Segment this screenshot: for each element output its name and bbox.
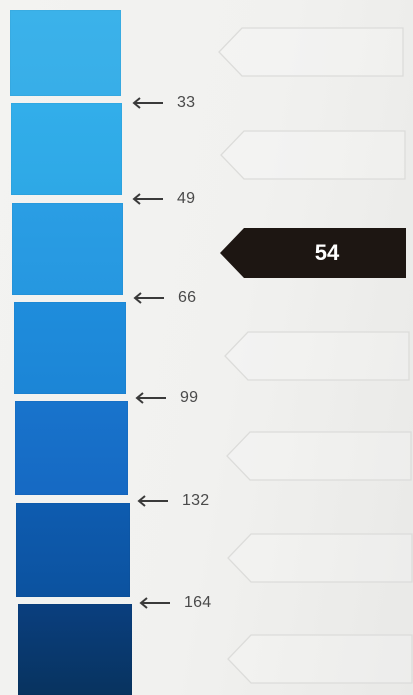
answer-slot-4[interactable]	[224, 331, 410, 381]
marker-value: 164	[184, 594, 212, 611]
slot-value	[246, 27, 404, 77]
swatch-2	[11, 103, 122, 195]
answer-slot-2[interactable]	[220, 130, 406, 180]
marker-value: 33	[177, 94, 196, 111]
slot-value	[252, 331, 410, 381]
marker-3: 66	[132, 288, 196, 308]
answer-slot-7[interactable]	[227, 634, 413, 684]
left-arrow-icon	[131, 93, 165, 113]
marker-value: 132	[182, 492, 210, 509]
marker-2: 49	[131, 189, 195, 209]
slot-value	[255, 634, 413, 684]
slot-value	[254, 431, 412, 481]
marker-6: 164	[138, 593, 211, 613]
left-arrow-icon	[134, 388, 168, 408]
answer-slot-5[interactable]	[226, 431, 412, 481]
left-arrow-icon	[136, 491, 170, 511]
swatch-6	[16, 503, 130, 597]
left-arrow-icon	[138, 593, 172, 613]
swatch-1	[10, 10, 121, 96]
slot-value: 54	[314, 240, 340, 265]
left-arrow-icon	[132, 288, 166, 308]
slot-value	[248, 130, 406, 180]
answer-slot-1[interactable]	[218, 27, 404, 77]
swatch-3	[12, 203, 123, 295]
marker-value: 66	[178, 289, 197, 306]
answer-slot-3-filled[interactable]: 54	[220, 228, 406, 278]
marker-4: 99	[134, 388, 198, 408]
marker-1: 33	[131, 93, 195, 113]
answer-slot-6[interactable]	[227, 533, 413, 583]
marker-5: 132	[136, 491, 209, 511]
marker-value: 99	[180, 389, 199, 406]
marker-value: 49	[177, 190, 196, 207]
left-arrow-icon	[131, 189, 165, 209]
swatch-7	[18, 604, 132, 695]
slot-value	[255, 533, 413, 583]
swatch-5	[15, 401, 128, 495]
swatch-4	[14, 302, 126, 394]
